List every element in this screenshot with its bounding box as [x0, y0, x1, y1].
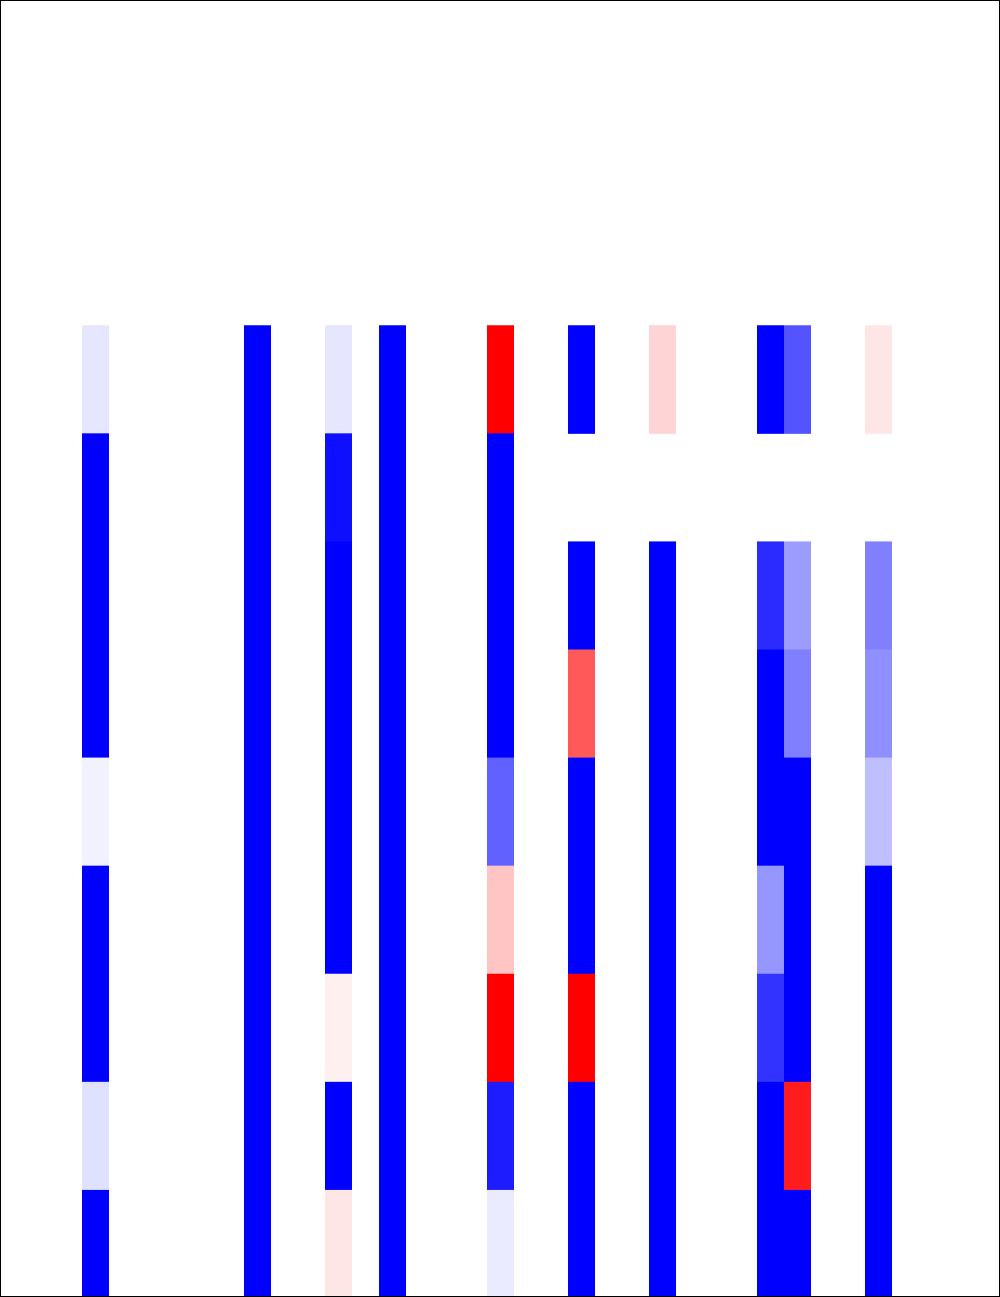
- heatmap-cell-r7-c12: [325, 757, 352, 867]
- heatmap-cell-r7-c32: [865, 757, 892, 867]
- heatmap-cell-r5-c3: [82, 541, 109, 650]
- heatmap-cell-r3-c14: [379, 325, 406, 434]
- heatmap-cell-r10-c21: [568, 1081, 595, 1191]
- heatmap-cell-r11-c28: [757, 1189, 784, 1296]
- heatmap-cell-r6-c18: [487, 649, 514, 759]
- heatmap-cell-r9-c29: [784, 973, 811, 1083]
- heatmap-cell-r10-c14: [379, 1081, 406, 1191]
- heatmap-cell-r7-c18: [487, 757, 514, 867]
- heatmap-cell-r7-c29: [784, 757, 811, 867]
- heatmap-cell-r4-c18: [487, 433, 514, 542]
- heatmap-cell-r10-c3: [82, 1081, 109, 1191]
- heatmap-cell-r3-c28: [757, 325, 784, 434]
- heatmap-cell-r8-c32: [865, 865, 892, 975]
- heatmap-cell-r7-c3: [82, 757, 109, 867]
- heatmap-cell-r10-c18: [487, 1081, 514, 1191]
- heatmap-cell-r10-c32: [865, 1081, 892, 1191]
- heatmap-cell-r3-c18: [487, 325, 514, 434]
- heatmap-cell-r5-c21: [568, 541, 595, 650]
- heatmap-cell-r9-c9: [244, 973, 271, 1083]
- heatmap-cell-r6-c21: [568, 649, 595, 759]
- heatmap-cell-r8-c24: [649, 865, 676, 975]
- heatmap-cell-r7-c14: [379, 757, 406, 867]
- heatmap-cell-r4-c14: [379, 433, 406, 542]
- heatmap-cell-r6-c24: [649, 649, 676, 759]
- heatmap-cell-r5-c32: [865, 541, 892, 650]
- heatmap-cell-r5-c12: [325, 541, 352, 650]
- heatmap-cell-r3-c12: [325, 325, 352, 434]
- heatmap-cell-r11-c29: [784, 1189, 811, 1296]
- heatmap-cell-r6-c12: [325, 649, 352, 759]
- heatmap-cell-r9-c24: [649, 973, 676, 1083]
- heatmap-cell-r6-c9: [244, 649, 271, 759]
- heatmap-cell-r3-c32: [865, 325, 892, 434]
- heatmap-cell-r9-c14: [379, 973, 406, 1083]
- heatmap-cell-r9-c32: [865, 973, 892, 1083]
- heatmap-cell-r9-c28: [757, 973, 784, 1083]
- heatmap-cell-r6-c29: [784, 649, 811, 759]
- heatmap-cell-r11-c3: [82, 1189, 109, 1296]
- heatmap-cell-r11-c18: [487, 1189, 514, 1296]
- heatmap-cell-r6-c3: [82, 649, 109, 759]
- heatmap-cell-r11-c24: [649, 1189, 676, 1296]
- heatmap-cell-r5-c9: [244, 541, 271, 650]
- heatmap-cell-r10-c9: [244, 1081, 271, 1191]
- heatmap-cell-r6-c32: [865, 649, 892, 759]
- heatmap-cell-r10-c24: [649, 1081, 676, 1191]
- heatmap-cell-r8-c3: [82, 865, 109, 975]
- heatmap-cell-r8-c28: [757, 865, 784, 975]
- heatmap-cell-r8-c14: [379, 865, 406, 975]
- heatmap-cell-r3-c29: [784, 325, 811, 434]
- heatmap-cell-r9-c12: [325, 973, 352, 1083]
- heatmap-cell-r5-c29: [784, 541, 811, 650]
- heatmap-cell-r7-c28: [757, 757, 784, 867]
- heatmap-cell-r11-c32: [865, 1189, 892, 1296]
- heatmap-cell-r3-c3: [82, 325, 109, 434]
- heatmap-cell-r6-c28: [757, 649, 784, 759]
- heatmap-cell-r8-c18: [487, 865, 514, 975]
- heatmap-cell-r5-c18: [487, 541, 514, 650]
- heatmap-cell-r10-c29: [784, 1081, 811, 1191]
- heatmap-cell-r7-c24: [649, 757, 676, 867]
- heatmap-cell-r4-c12: [325, 433, 352, 542]
- heatmap-cell-r9-c3: [82, 973, 109, 1083]
- heatmap-cell-r4-c3: [82, 433, 109, 542]
- heatmap-cell-r11-c12: [325, 1189, 352, 1296]
- heatmap-cell-r10-c12: [325, 1081, 352, 1191]
- heatmap-cell-r8-c9: [244, 865, 271, 975]
- heatmap-cell-r4-c9: [244, 433, 271, 542]
- heatmap-cell-r5-c24: [649, 541, 676, 650]
- heatmap-cell-r10-c28: [757, 1081, 784, 1191]
- heatmap-cell-r3-c24: [649, 325, 676, 434]
- heatmap-cell-r7-c21: [568, 757, 595, 867]
- heatmap-cell-r5-c28: [757, 541, 784, 650]
- heatmap-cell-r8-c12: [325, 865, 352, 975]
- heatmap-cell-r11-c14: [379, 1189, 406, 1296]
- heatmap-cell-r3-c9: [244, 325, 271, 434]
- heatmap-cell-r8-c29: [784, 865, 811, 975]
- heatmap-cell-r8-c21: [568, 865, 595, 975]
- heatmap-cell-r7-c9: [244, 757, 271, 867]
- heatmap-cell-r5-c14: [379, 541, 406, 650]
- heatmap-cell-r11-c9: [244, 1189, 271, 1296]
- heatmap-cell-r6-c14: [379, 649, 406, 759]
- heatmap-cell-r9-c18: [487, 973, 514, 1083]
- heatmap-cell-r3-c21: [568, 325, 595, 434]
- heatmap-cell-r9-c21: [568, 973, 595, 1083]
- heatmap-cell-r11-c21: [568, 1189, 595, 1296]
